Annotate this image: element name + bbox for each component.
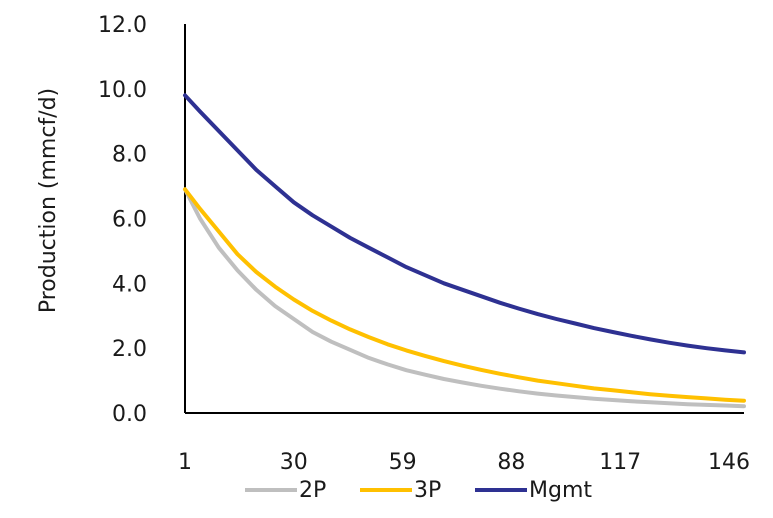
- x-tick-label: 88: [497, 450, 525, 475]
- legend-label-mgmt: Mgmt: [529, 478, 592, 503]
- x-tick-label: 117: [599, 450, 641, 475]
- y-tick-label: 2.0: [112, 337, 147, 362]
- x-tick-label: 1: [178, 450, 192, 475]
- y-tick-label: 0.0: [112, 402, 147, 427]
- series-line-3p: [183, 187, 746, 403]
- x-tick-labels: 1 30 59 88 117 146: [178, 450, 750, 475]
- series-line-mgmt: [183, 93, 746, 355]
- y-tick-label: 4.0: [112, 272, 147, 297]
- x-tick-label: 146: [708, 450, 750, 475]
- y-tick-labels: 0.0 2.0 4.0 6.0 8.0 10.0 12.0: [98, 13, 147, 427]
- x-tick-label: 59: [389, 450, 417, 475]
- series-line-2p: [183, 187, 746, 409]
- y-tick-label: 10.0: [98, 78, 147, 103]
- y-axis-title: Production (mmcf/d): [36, 88, 61, 313]
- series-lines: [183, 93, 746, 409]
- legend-label-2p: 2P: [299, 478, 326, 503]
- y-tick-label: 12.0: [98, 13, 147, 38]
- y-tick-label: 8.0: [112, 143, 147, 168]
- legend-label-3p: 3P: [414, 478, 441, 503]
- legend: 2P 3P Mgmt: [245, 478, 592, 503]
- y-tick-label: 6.0: [112, 208, 147, 233]
- x-tick-label: 30: [280, 450, 308, 475]
